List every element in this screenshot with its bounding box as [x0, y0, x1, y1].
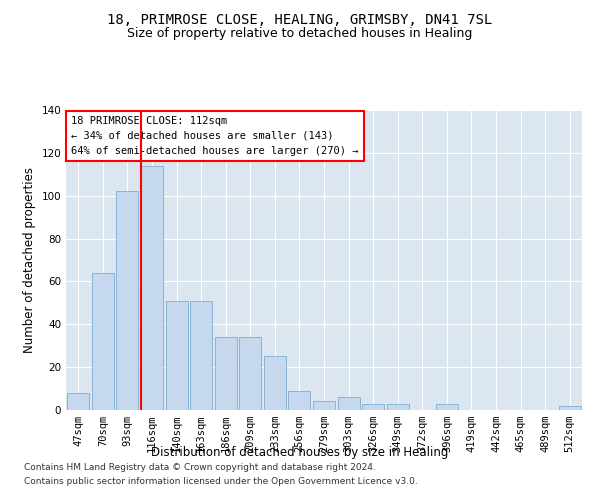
Bar [362, 404, 384, 410]
Bar [190, 300, 212, 410]
Bar [436, 404, 458, 410]
Bar [386, 404, 409, 410]
Text: Size of property relative to detached houses in Healing: Size of property relative to detached ho… [127, 28, 473, 40]
Bar [559, 406, 581, 410]
Text: Distribution of detached houses by size in Healing: Distribution of detached houses by size … [151, 446, 449, 459]
Bar [166, 300, 188, 410]
Bar [264, 356, 286, 410]
Text: 18 PRIMROSE CLOSE: 112sqm
← 34% of detached houses are smaller (143)
64% of semi: 18 PRIMROSE CLOSE: 112sqm ← 34% of detac… [71, 116, 359, 156]
Text: Contains public sector information licensed under the Open Government Licence v3: Contains public sector information licen… [24, 477, 418, 486]
Bar [141, 166, 163, 410]
Text: Contains HM Land Registry data © Crown copyright and database right 2024.: Contains HM Land Registry data © Crown c… [24, 464, 376, 472]
Bar [289, 390, 310, 410]
Y-axis label: Number of detached properties: Number of detached properties [23, 167, 36, 353]
Bar [215, 337, 237, 410]
Bar [92, 273, 114, 410]
Bar [338, 397, 359, 410]
Bar [67, 393, 89, 410]
Bar [116, 192, 139, 410]
Bar [313, 402, 335, 410]
Text: 18, PRIMROSE CLOSE, HEALING, GRIMSBY, DN41 7SL: 18, PRIMROSE CLOSE, HEALING, GRIMSBY, DN… [107, 12, 493, 26]
Bar [239, 337, 262, 410]
